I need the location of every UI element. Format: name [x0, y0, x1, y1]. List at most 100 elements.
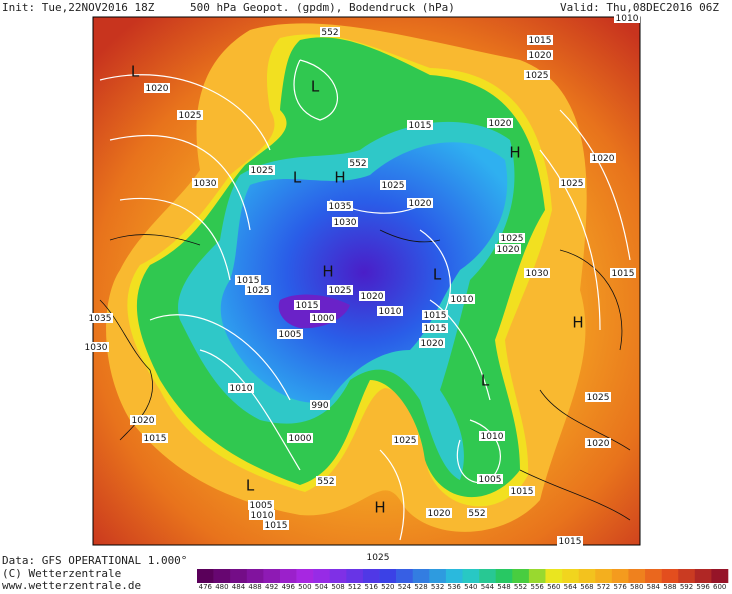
isoline-label: 1020 [132, 416, 155, 426]
pressure-center: H [322, 263, 333, 281]
label-box [249, 165, 275, 175]
isoline-label: 1010 [379, 307, 402, 317]
label-box [263, 520, 289, 530]
colorbar-label: 528 [414, 583, 427, 590]
label-box [585, 438, 611, 448]
isoline-label: 1015 [296, 301, 319, 311]
colorbar-label: 580 [630, 583, 643, 590]
isoline-label: 1030 [194, 179, 217, 189]
isoline-label: 1015 [511, 487, 534, 497]
colorbar-cell [711, 569, 729, 583]
label-box [142, 433, 168, 443]
colorbar-cell [611, 569, 629, 583]
isoline-label: 1015 [237, 276, 260, 286]
label-box [527, 35, 553, 45]
label-box [479, 431, 505, 441]
isoline-label: 1010 [451, 295, 474, 305]
isoline-label: 1025 [394, 436, 417, 446]
isoline-label: 552 [317, 477, 334, 487]
colorbar-cell [462, 569, 480, 583]
label-box [467, 508, 487, 518]
colorbar-label: 544 [481, 583, 495, 590]
label-box [310, 313, 336, 323]
colorbar-label: 532 [431, 583, 444, 590]
label-box [527, 50, 553, 60]
label-box [332, 217, 358, 227]
pressure-center: L [131, 63, 140, 81]
isoline-label: 1020 [421, 339, 444, 349]
isoline-label: 552 [468, 509, 485, 519]
label-box [248, 500, 274, 510]
label-box [83, 342, 109, 352]
colorbar-cell [595, 569, 613, 583]
isoline-label: 1015 [424, 311, 447, 321]
pressure-center: H [509, 144, 520, 162]
isoline-label: 552 [349, 159, 366, 169]
label-box [365, 552, 391, 562]
label-box [499, 233, 525, 243]
isoline-label: 1015 [424, 324, 447, 334]
valid-time: Valid: Thu,08DEC2016 06Z [560, 1, 719, 14]
colorbar-cell [197, 569, 214, 583]
label-box [509, 486, 535, 496]
pressure-center: L [293, 169, 302, 187]
label-box [557, 536, 583, 546]
isoline-label: 1030 [334, 218, 357, 228]
colorbar-label: 488 [248, 583, 261, 590]
pressure-center: H [334, 169, 345, 187]
colorbar: 476 480 484 488 492 496 500 504 508 512 516 520 524 5… [197, 569, 729, 591]
colorbar-label: 556 [530, 583, 544, 590]
label-box [359, 291, 385, 301]
label-box [590, 153, 616, 163]
colorbar-label: 536 [448, 583, 462, 590]
colorbar-cell [379, 569, 397, 583]
copyright: (C) Wetterzentrale [2, 567, 121, 580]
label-box [585, 392, 611, 402]
isoline-label: 1000 [312, 314, 335, 324]
label-box [419, 338, 445, 348]
colorbar-cell [429, 569, 447, 583]
label-box [327, 201, 353, 211]
colorbar-label: 552 [514, 583, 527, 590]
label-box [407, 120, 433, 130]
isoline-label: 1015 [144, 434, 167, 444]
isoline-label: 1005 [250, 501, 273, 511]
colorbar-label: 480 [215, 583, 228, 590]
colorbar-cell [346, 569, 364, 583]
label-box [348, 158, 368, 168]
label-box [380, 180, 406, 190]
colorbar-cell [246, 569, 264, 583]
isoline-label: 1030 [85, 343, 108, 353]
isoline-label: 1030 [526, 269, 549, 279]
colorbar-label: 504 [315, 583, 329, 590]
colorbar-label: 592 [680, 583, 693, 590]
colorbar-cell [512, 569, 530, 583]
isoline-label: 1020 [409, 199, 432, 209]
label-box [524, 268, 550, 278]
colorbar-cell [578, 569, 596, 583]
colorbar-label: 496 [282, 583, 296, 590]
label-box [524, 70, 550, 80]
isoline-label: 1005 [279, 330, 302, 340]
label-box [245, 285, 271, 295]
label-box [87, 313, 113, 323]
isoline-label: 1015 [612, 269, 635, 279]
label-box [495, 244, 521, 254]
label-box [228, 383, 254, 393]
isoline-label: 1020 [489, 119, 512, 129]
colorbar-cell [445, 569, 463, 583]
label-box [614, 13, 640, 23]
isoline-label: 1025 [587, 393, 610, 403]
colorbar-cell [562, 569, 579, 583]
pressure-center: L [433, 266, 442, 284]
isoline-label: 1020 [497, 245, 520, 255]
label-box [559, 178, 585, 188]
coastlines [99, 229, 631, 521]
colorbar-cell [396, 569, 414, 583]
colorbar-cell [313, 569, 331, 583]
colorbar-cell [694, 569, 712, 583]
website: www.wetterzentrale.de [2, 579, 141, 590]
pressure-center: L [246, 477, 255, 495]
colorbar-label: 564 [564, 583, 578, 590]
